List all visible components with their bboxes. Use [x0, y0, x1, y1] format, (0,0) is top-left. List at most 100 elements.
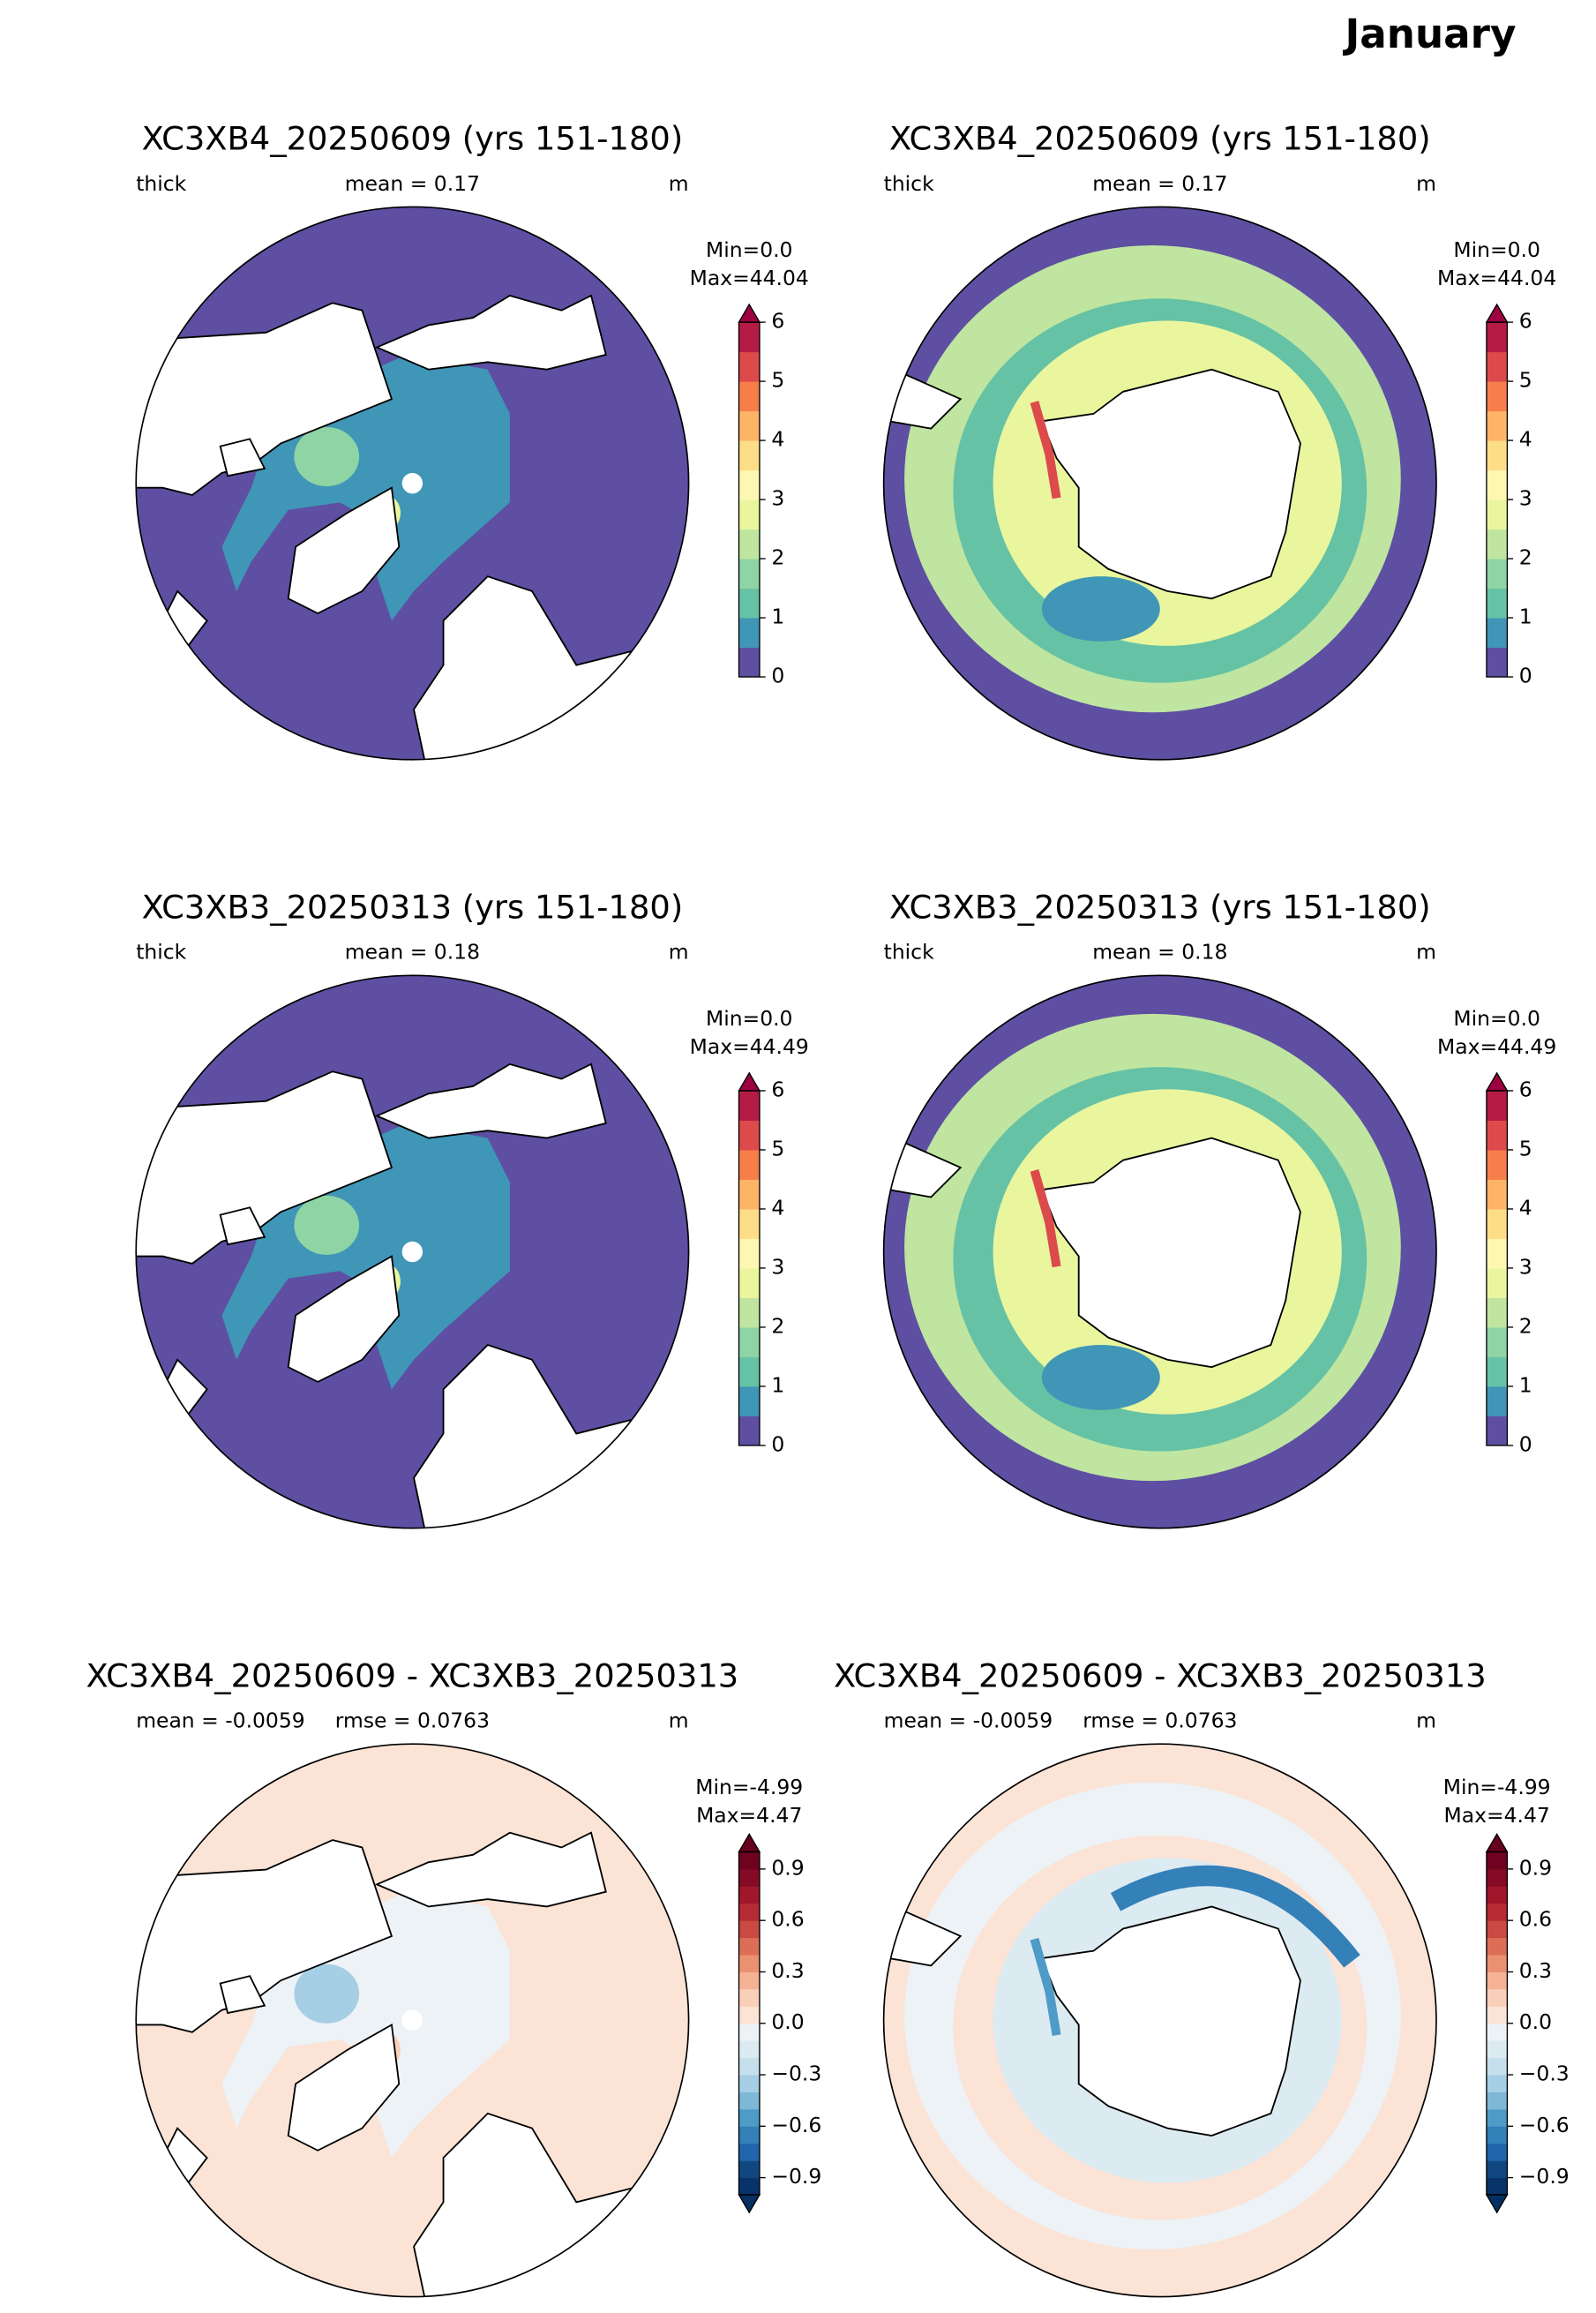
colorbar-segment: [738, 1179, 760, 1210]
colorbar-segment: [738, 1386, 760, 1416]
land: [219, 1975, 266, 2015]
colorbar-tick-label: 1: [1519, 1372, 1532, 1397]
panel-title: XC3XB4_20250609 - XC3XB3_20250313: [834, 1656, 1487, 1694]
panel-title: XC3XB4_20250609 - XC3XB3_20250313: [86, 1656, 739, 1694]
colorbar-segment: [738, 1149, 760, 1180]
panel-title: XC3XB4_20250609 (yrs 151-180): [889, 120, 1431, 158]
colorbar-segment: [738, 588, 760, 619]
map-panel: [135, 974, 690, 1529]
colorbar-segment: [738, 322, 760, 353]
colorbar-segment: [738, 2143, 760, 2161]
map: [136, 975, 689, 1528]
panel-left-label: thick: [884, 940, 934, 965]
colorbar-tick-label: 3: [1519, 1254, 1532, 1279]
colorbar-tick-label: 5: [1519, 368, 1532, 393]
pole-hole: [401, 1241, 423, 1263]
map: [883, 1744, 1436, 2297]
colorbar-tick-label: 0: [1519, 664, 1532, 688]
colorbar-segment: [1486, 1971, 1508, 1990]
colorbar-segment: [1486, 1297, 1508, 1328]
colorbar-segment: [1486, 529, 1508, 559]
colorbar-segment: [1486, 1903, 1508, 1921]
colorbar-tick-label: 4: [771, 1195, 784, 1220]
colorbar-tick-label: 0.6: [771, 1907, 804, 1932]
colorbar-segment: [738, 499, 760, 530]
land: [374, 1831, 607, 1908]
colorbar-segment: [738, 1988, 760, 2007]
min-label: Min=-4.99: [695, 1775, 803, 1799]
colorbar-segment: [1486, 1208, 1508, 1239]
colorbar-segment: [1486, 322, 1508, 353]
colorbar-segment: [1486, 1326, 1508, 1357]
colorbar-segment: [1486, 1386, 1508, 1416]
land: [136, 302, 393, 497]
colorbar-segment: [1486, 1937, 1508, 1956]
min-label: Min=0.0: [706, 1006, 793, 1031]
panel-center-label: rmse = 0.0763: [335, 1708, 490, 1733]
colorbar-segment: [1486, 2006, 1508, 2024]
colorbar-tick-label: 6: [771, 309, 784, 334]
colorbar-segment: [738, 1416, 760, 1446]
map-boundary: [135, 974, 690, 1529]
map-boundary: [135, 206, 690, 761]
colorbar-segment: [738, 559, 760, 590]
land: [219, 438, 266, 477]
min-label: Min=-4.99: [1443, 1775, 1551, 1799]
colorbar-tick-label: 3: [771, 486, 784, 511]
colorbar-segment: [1486, 588, 1508, 619]
colorbar-tick-label: 0.3: [771, 1958, 804, 1983]
map-panel: [135, 206, 690, 761]
colorbar-segment: [1486, 1851, 1508, 1870]
colorbar-tick-label: 0: [1519, 1431, 1532, 1456]
ice-edge: [1030, 1937, 1061, 2036]
map-panel: [135, 1743, 690, 2298]
colorbar-segment: [1486, 2057, 1508, 2076]
figure-title: January: [1342, 11, 1516, 57]
colorbar-tick-label: 5: [771, 1136, 784, 1160]
colorbar-segment: [738, 1297, 760, 1328]
colorbar-segment: [1486, 1149, 1508, 1180]
panel-left-label: thick: [884, 171, 934, 196]
sea-ice: [221, 1123, 510, 1390]
colorbar-segment: [1486, 2143, 1508, 2161]
colorbar-tick-label: 6: [1519, 309, 1532, 334]
colorbar-segment: [738, 2040, 760, 2059]
colorbar-tick-label: 6: [771, 1077, 784, 1101]
colorbar-tick-label: 2: [771, 1313, 784, 1338]
min-label: Min=0.0: [706, 237, 793, 262]
map: [883, 975, 1436, 1528]
colorbar-segment: [1486, 2160, 1508, 2179]
map-panel: [882, 974, 1437, 1529]
land: [374, 1063, 607, 1139]
colorbar-segment: [1486, 2023, 1508, 2041]
colorbar-segment: [1486, 559, 1508, 590]
map-panel: [882, 206, 1437, 761]
sea-ice-patch: [1041, 1345, 1160, 1410]
colorbar-segment: [1486, 499, 1508, 530]
colorbar-segment: [1486, 351, 1508, 382]
colorbar-tick-label: 6: [1519, 1077, 1532, 1101]
land: [219, 1206, 266, 1246]
panel-units: m: [1416, 171, 1436, 196]
colorbar-segment: [738, 1971, 760, 1990]
colorbar-segment: [1486, 2075, 1508, 2092]
colorbar-tick-label: −0.9: [771, 2164, 821, 2189]
min-label: Min=0.0: [1453, 237, 1540, 262]
colorbar-segment: [1486, 2040, 1508, 2059]
colorbar-segment: [738, 1886, 760, 1904]
map-boundary: [882, 1743, 1437, 2298]
colorbar-segment: [738, 2091, 760, 2110]
colorbar-segment: [738, 1920, 760, 1939]
colorbar-segment: [738, 2023, 760, 2041]
colorbar-segment: [1486, 2126, 1508, 2144]
colorbar-segment: [1486, 410, 1508, 441]
map: [883, 207, 1436, 760]
colorbar-segment: [738, 1090, 760, 1121]
pole-hole: [401, 472, 423, 494]
max-label: Max=4.47: [696, 1803, 802, 1828]
colorbar-segment: [1486, 440, 1508, 471]
colorbar-segment: [1486, 1120, 1508, 1151]
colorbar-tick-label: 0.9: [771, 1855, 804, 1880]
max-label: Max=44.04: [1437, 266, 1556, 290]
